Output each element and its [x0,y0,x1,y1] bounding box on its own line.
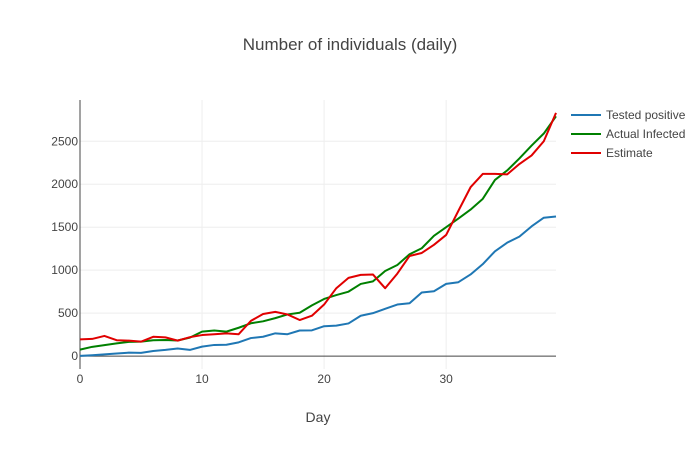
series-line-estimate [79,112,557,343]
axes [79,100,556,369]
tick-labels: 0 10 20 30 0 500 1000 1500 2000 2500 [51,134,453,386]
series-line-tested-positive [79,215,557,357]
x-tick-label: 0 [77,372,84,386]
y-tick-label: 0 [71,349,78,363]
series-layer [79,112,557,357]
y-tick-label: 1500 [51,220,78,234]
chart-title: Number of individuals (daily) [243,35,457,54]
legend-label-tested-positive: Tested positive [606,108,686,122]
legend[interactable]: Tested positive Actual Infected Estimate [571,108,686,160]
x-tick-label: 10 [195,372,209,386]
y-tick-label: 2500 [51,134,78,148]
legend-label-estimate: Estimate [606,146,653,160]
y-tick-label: 2000 [51,177,78,191]
x-tick-label: 30 [439,372,453,386]
x-tick-label: 20 [317,372,331,386]
x-axis-label: Day [306,409,331,425]
y-tick-label: 1000 [51,263,78,277]
series-line-actual-infected [79,115,557,351]
legend-label-actual-infected: Actual Infected [606,127,685,141]
grid [80,100,556,369]
y-tick-label: 500 [58,306,78,320]
